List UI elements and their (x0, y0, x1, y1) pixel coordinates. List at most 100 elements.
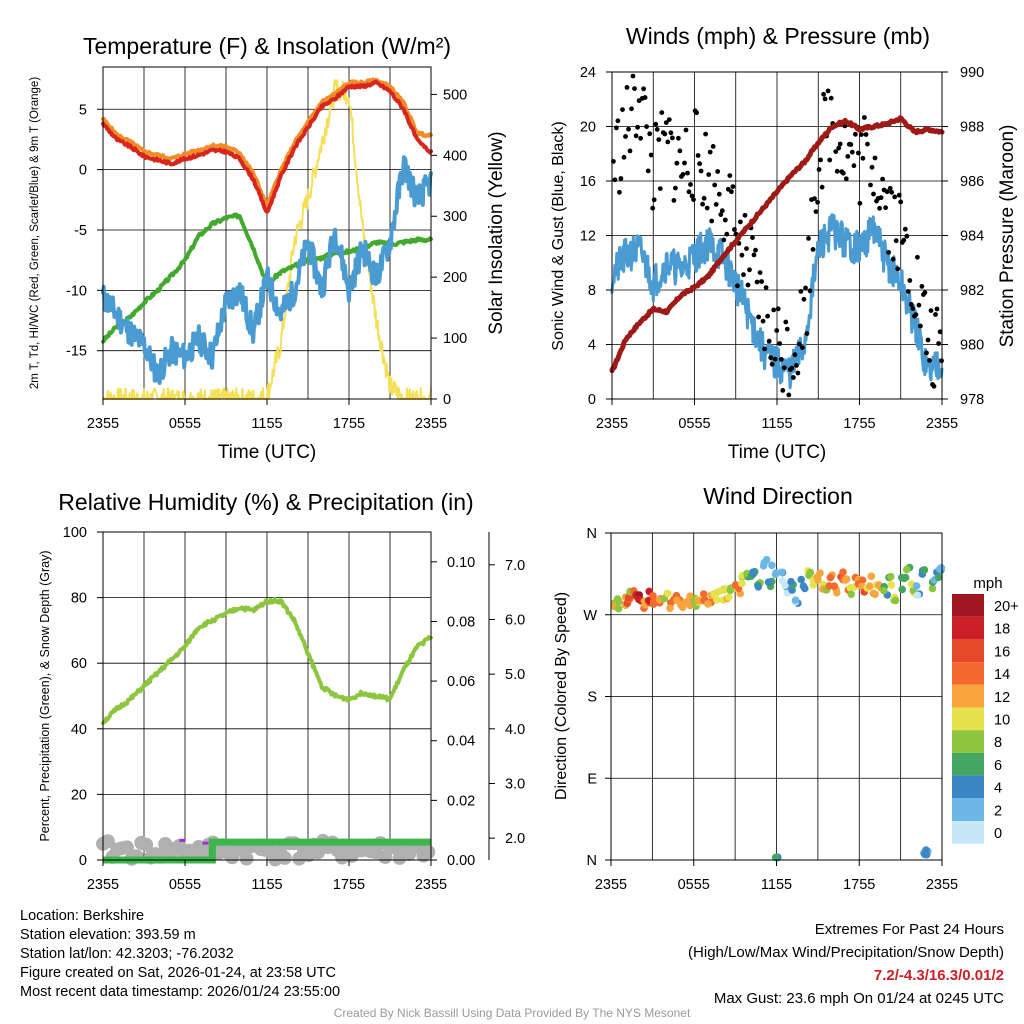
gust-point (910, 306, 916, 311)
wind-direction-point (704, 600, 712, 608)
gust-point (819, 184, 825, 190)
gust-point (857, 200, 863, 206)
humidity-y-tick-label: 20 (71, 787, 87, 803)
gust-point (727, 173, 733, 179)
humidity-x-tick-label: 2355 (415, 877, 447, 893)
wind-direction-x-tick-label: 1155 (761, 877, 792, 893)
wind-direction-point (649, 592, 657, 600)
gust-point (624, 85, 630, 90)
wind-direction-point (801, 584, 809, 593)
precip-y-tick-label: 0.08 (447, 614, 475, 630)
gust-point (936, 341, 941, 346)
gust-point (676, 135, 681, 141)
wind-direction-point (898, 585, 906, 594)
station-latlon: Station lat/lon: 42.3203; -76.2032 (20, 946, 234, 962)
gust-point (633, 133, 639, 139)
wind-direction-point (928, 584, 937, 593)
gust-point (756, 314, 761, 320)
gust-point (807, 288, 813, 294)
temperature-x-tick-label: 1155 (251, 416, 282, 432)
gust-point (797, 341, 802, 347)
gust-point (765, 313, 770, 319)
gust-point (860, 155, 866, 161)
insolation-y-tick-label: 100 (443, 331, 467, 347)
humidity-x-tick-label: 2355 (87, 877, 119, 893)
wind-direction-point (726, 586, 735, 595)
pressure-y-tick-label: 990 (960, 65, 984, 81)
gust-point (795, 370, 801, 376)
legend-label: 14 (994, 667, 1010, 683)
gust-point (869, 164, 875, 170)
gust-point (872, 155, 878, 161)
wind-direction-point (937, 564, 946, 572)
wind-direction-point (771, 853, 780, 862)
speed-legend-title: mph (973, 575, 1002, 592)
gust-point (784, 326, 790, 332)
gust-point (763, 285, 769, 290)
gust-point (732, 227, 737, 232)
gust-point (825, 88, 831, 94)
gust-point (739, 252, 745, 258)
gust-point (656, 137, 662, 143)
wind-direction-point (846, 584, 854, 592)
gust-point (694, 110, 699, 116)
gust-point (783, 319, 789, 325)
temp-2m-line (101, 79, 433, 214)
wind-direction-point (826, 573, 835, 582)
legend-label: 16 (994, 644, 1010, 660)
winds-xlabel: Time (UTC) (728, 442, 827, 463)
gust-point (772, 356, 778, 362)
gust-point (913, 312, 919, 317)
wind-direction-point (913, 591, 922, 600)
gust-point (698, 168, 704, 174)
gust-point (706, 172, 712, 178)
wind-direction-point (886, 572, 895, 581)
gust-point (849, 149, 855, 155)
gust-point (666, 117, 672, 122)
pressure-y-tick-label: 978 (960, 392, 984, 408)
gust-point (751, 252, 757, 258)
humidity-ylabel: Percent, Precipitation (Green), & Snow D… (38, 550, 52, 841)
gust-point (789, 365, 795, 371)
snow-depth-point (239, 851, 254, 866)
wind-direction-point (738, 579, 746, 588)
gust-point (768, 355, 774, 361)
wind-y-tick-label: 16 (580, 174, 596, 190)
wind-direction-point (664, 589, 672, 598)
insolation-y-tick-label: 0 (443, 392, 451, 408)
gust-point (916, 302, 922, 308)
gust-point (618, 176, 624, 181)
wind-direction-point (847, 590, 856, 599)
gust-point (754, 279, 760, 285)
gust-point (645, 168, 651, 174)
winds-panel: Winds (mph) & Pressure (mb) 24 20 16 12 8 4 0 9… (550, 23, 1018, 463)
temperature-ylabel: 2m T, Td, HI/WC (Red, Green, Scarlet/Blu… (29, 77, 41, 389)
gust-point (851, 163, 857, 169)
gust-point (730, 184, 736, 190)
temperature-y-tick-label: -10 (66, 283, 87, 299)
precip-y-tick-label: 0.04 (447, 734, 475, 750)
wind-y-tick-label: 24 (580, 65, 596, 81)
gust-point (718, 212, 724, 218)
gust-point (665, 139, 671, 145)
gust-point (614, 125, 619, 131)
gust-point (762, 346, 767, 352)
temperature-title: Temperature (F) & Insolation (W/m²) (83, 33, 451, 59)
legend-label: 10 (994, 713, 1010, 729)
humidity-y-tick-label: 40 (71, 722, 87, 738)
pressure-y-tick-label: 986 (960, 174, 984, 190)
wind-direction-point (839, 568, 847, 576)
legend-label: 8 (994, 735, 1002, 751)
gust-point (769, 361, 775, 367)
gust-point (671, 198, 677, 203)
insolation-y-tick-label: 200 (443, 270, 467, 286)
gust-point (707, 149, 713, 155)
legend-swatch (952, 662, 984, 685)
legend-swatch (952, 684, 984, 708)
wind-direction-point (842, 575, 851, 583)
precip-y-tick-label: 0.00 (447, 853, 475, 869)
gust-point (657, 186, 663, 192)
wind-direction-point (902, 565, 911, 574)
gust-point (697, 161, 702, 167)
gust-point (927, 358, 932, 363)
